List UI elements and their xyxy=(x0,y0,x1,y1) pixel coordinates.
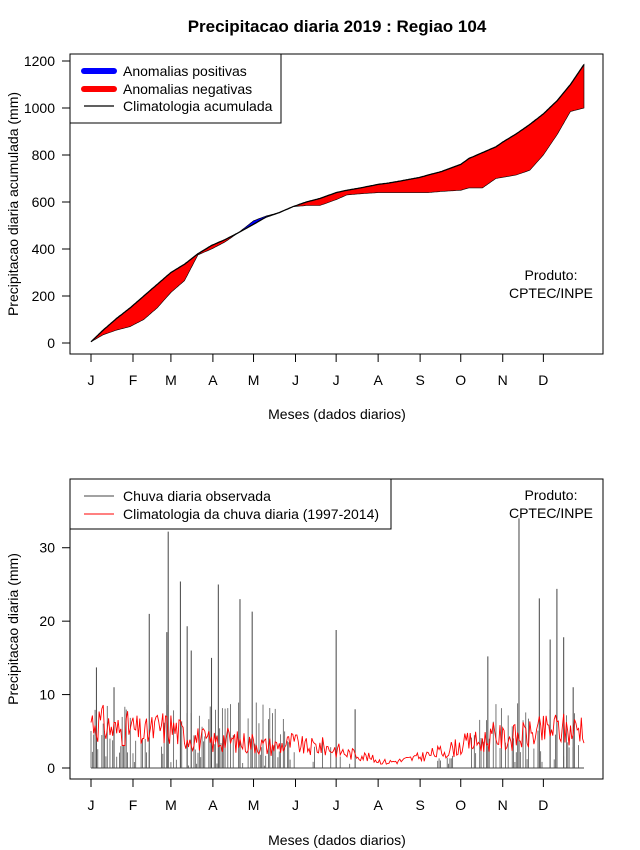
chart1-x-tick-label: J xyxy=(292,372,299,388)
chart2-annotation-line2: CPTEC/INPE xyxy=(509,505,593,521)
legend-label-climatology: Climatologia acumulada xyxy=(123,98,273,114)
legend-label-observed: Chuva diaria observada xyxy=(123,488,271,504)
chart1-x-tick-label: M xyxy=(248,372,260,388)
chart1-x-tick-label: A xyxy=(208,372,218,388)
chart2-x-tick-label: A xyxy=(208,797,218,813)
chart1-x-tick-label: F xyxy=(129,372,138,388)
chart2-x-label: Meses (dados diarios) xyxy=(268,832,406,848)
chart2-x-tick-label: S xyxy=(415,797,424,813)
chart1-y-tick-label: 200 xyxy=(32,288,56,304)
chart2-x-tick-label: D xyxy=(538,797,548,813)
legend-label-negative: Anomalias negativas xyxy=(123,81,252,97)
chart1-x-tick-label: D xyxy=(538,372,548,388)
chart2-y-tick-label: 10 xyxy=(39,687,55,703)
chart1-x-tick-label: J xyxy=(333,372,340,388)
negative-anomaly-area-0 xyxy=(90,232,239,343)
chart1-title: Precipitacao diaria 2019 : Regiao 104 xyxy=(188,17,487,36)
chart1-x-tick-label: A xyxy=(373,372,383,388)
chart1-y-tick-label: 600 xyxy=(32,194,56,210)
chart1-legend-box xyxy=(69,53,282,124)
chart1-x-tick-label: N xyxy=(498,372,508,388)
chart2-y-tick-label: 0 xyxy=(47,760,55,776)
legend-label-positive: Anomalias positivas xyxy=(123,63,247,79)
chart2-y-tick-label: 30 xyxy=(39,540,55,556)
chart1-y-tick-label: 0 xyxy=(47,335,55,351)
chart2-x-tick-label: N xyxy=(498,797,508,813)
chart2-x-tick-label: J xyxy=(292,797,299,813)
chart2-x-tick-label: J xyxy=(88,797,95,813)
chart1-x-tick-label: J xyxy=(88,372,95,388)
chart2-legend: Chuva diaria observada Climatologia da c… xyxy=(69,478,392,530)
chart2-x-tick-label: M xyxy=(248,797,260,813)
chart2-x-tick-label: M xyxy=(165,797,177,813)
chart1-y-tick-label: 400 xyxy=(32,241,56,257)
chart1-x-label: Meses (dados diarios) xyxy=(268,406,406,422)
chart1-annotation-line1: Produto: xyxy=(525,267,578,283)
chart1-x-tick-label: O xyxy=(455,372,466,388)
chart2-annotation-line1: Produto: xyxy=(525,487,578,503)
chart2-y-axis: 0 10 20 30 xyxy=(39,540,71,776)
chart2-x-tick-label: A xyxy=(373,797,383,813)
chart1-y-tick-label: 1000 xyxy=(24,100,55,116)
chart2-x-tick-label: J xyxy=(333,797,340,813)
chart2-y-label: Precipitacao diaria (mm) xyxy=(5,553,21,705)
chart2-legend-box xyxy=(69,478,392,530)
chart1-x-tick-label: S xyxy=(415,372,424,388)
chart1-y-label: Precipitacao diaria acumulada (mm) xyxy=(5,92,21,316)
legend-label-climatology-daily: Climatologia da chuva diaria (1997-2014) xyxy=(123,506,379,522)
chart1-annotation-line2: CPTEC/INPE xyxy=(509,285,593,301)
cumulative-chart: 0 200 400 600 800 1000 1200 J F M A M J J A S O N D Meses… xyxy=(5,53,604,422)
chart1-y-tick-label: 800 xyxy=(32,147,56,163)
climatology-daily-line xyxy=(90,704,585,765)
chart1-y-axis: 0 200 400 600 800 1000 1200 xyxy=(24,53,71,351)
chart2-x-tick-label: F xyxy=(129,797,138,813)
chart2-y-tick-label: 20 xyxy=(39,613,55,629)
chart2-x-tick-label: O xyxy=(455,797,466,813)
chart1-y-tick-label: 1200 xyxy=(24,53,55,69)
climatology-cumulative-line xyxy=(90,64,585,343)
chart1-x-tick-label: M xyxy=(165,372,177,388)
negative-anomaly-area-2 xyxy=(277,63,585,214)
chart1-legend: Anomalias positivas Anomalias negativas … xyxy=(69,53,282,124)
daily-chart: 0 10 20 30 J F M A M J J A S O N D Meses (dados diario… xyxy=(5,478,604,848)
